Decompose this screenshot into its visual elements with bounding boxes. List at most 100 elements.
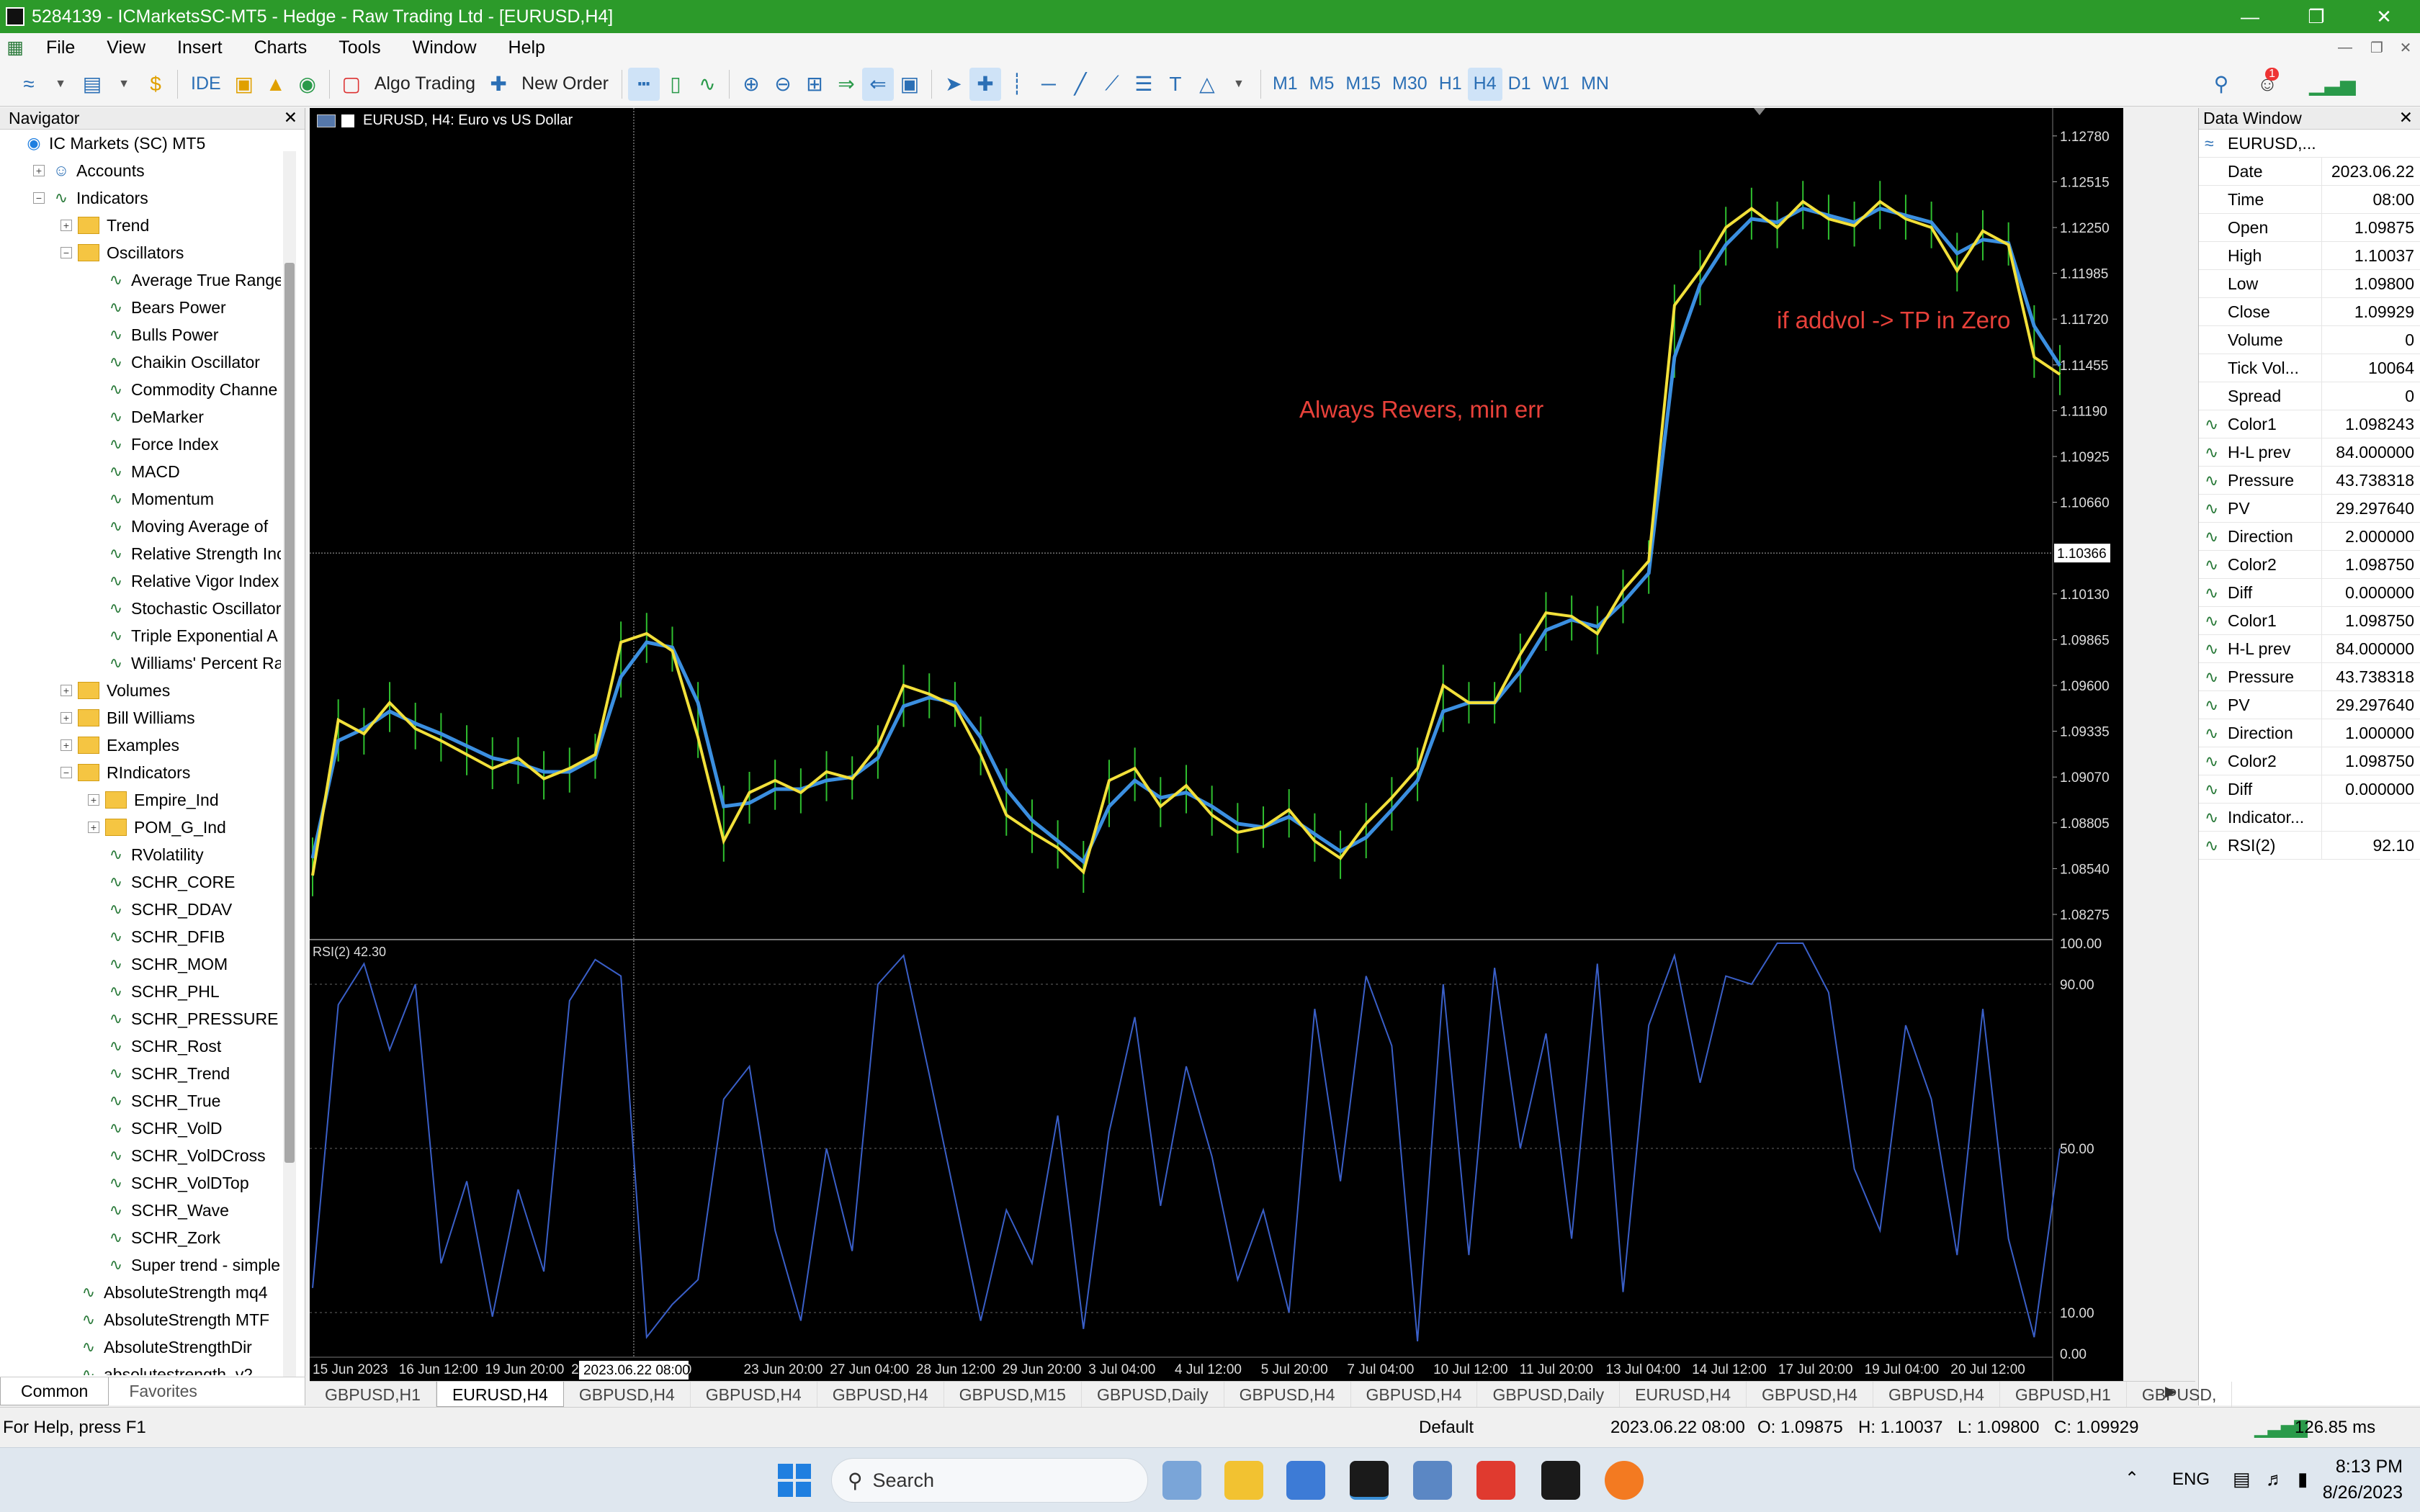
navigator-item[interactable]: ∿ Chaikin Oscillator xyxy=(0,348,281,376)
expand-icon[interactable]: + xyxy=(60,685,72,696)
file-explorer-icon[interactable] xyxy=(1224,1461,1263,1500)
navigator-item[interactable]: − ∿ Indicators xyxy=(0,184,281,212)
screenshot-icon[interactable]: ▣ xyxy=(900,73,920,95)
navigator-item[interactable]: ∿ SCHR_VolD xyxy=(0,1115,281,1142)
zoom-in-icon[interactable]: ⊕ xyxy=(743,73,760,95)
chart-tab[interactable]: GBPUSD,Daily xyxy=(1082,1382,1224,1407)
chart-window[interactable]: 1.12780 1.12515 1.12250 1.11985 1.11720 1.114… xyxy=(310,108,2123,1381)
chart-tab[interactable]: GBPUSD,H4 xyxy=(1747,1382,1873,1407)
navigator-item[interactable]: ∿ SCHR_Trend xyxy=(0,1060,281,1087)
navigator-item[interactable]: ∿ SCHR_True xyxy=(0,1087,281,1115)
navigator-item[interactable]: ∿ Bulls Power xyxy=(0,321,281,348)
text-icon[interactable]: T xyxy=(1169,72,1182,95)
menu-view[interactable]: View xyxy=(107,37,146,58)
navigator-item[interactable]: ∿ AbsoluteStrength mq4 xyxy=(0,1279,281,1306)
close-icon[interactable]: ✕ xyxy=(283,108,297,127)
navigator-item[interactable]: ∿ SCHR_Zork xyxy=(0,1224,281,1251)
crosshair-icon[interactable]: ✚ xyxy=(969,67,1001,101)
close-button[interactable]: ✕ xyxy=(2376,5,2392,27)
annotation-text[interactable]: if addvol -> TP in Zero xyxy=(1777,307,2011,333)
navigator-item[interactable]: ∿ SCHR_Wave xyxy=(0,1197,281,1224)
collapse-icon[interactable]: − xyxy=(33,192,45,204)
navigator-item[interactable]: ∿ Momentum xyxy=(0,485,281,513)
algo-trading-icon[interactable]: ▢ xyxy=(341,73,361,95)
timeframe-m1[interactable]: M1 xyxy=(1272,73,1298,94)
market-icon[interactable]: $ xyxy=(150,72,161,95)
ide-button[interactable]: IDE xyxy=(191,73,221,94)
navigator-item[interactable]: + POM_G_Ind xyxy=(0,814,281,841)
navigator-item[interactable]: ∿ SCHR_PHL xyxy=(0,978,281,1005)
expand-icon[interactable]: + xyxy=(33,165,45,176)
dropdown-icon[interactable]: ▼ xyxy=(118,77,130,90)
child-close-button[interactable]: ✕ xyxy=(2399,40,2412,56)
algo-trading-button[interactable]: Algo Trading xyxy=(374,73,476,94)
battery-icon[interactable]: ▮ xyxy=(2298,1468,2308,1490)
navigator-item[interactable]: ∿ SCHR_CORE xyxy=(0,868,281,896)
navigator-item[interactable]: ∿ AbsoluteStrength MTF xyxy=(0,1306,281,1333)
chart-tab[interactable]: GBPUSD,H4 xyxy=(1351,1382,1478,1407)
search-icon[interactable]: ⚲ xyxy=(2213,73,2229,95)
vertical-line-icon[interactable]: ┊ xyxy=(1010,73,1023,95)
timeframe-m15[interactable]: M15 xyxy=(1345,73,1381,94)
zoom-out-icon[interactable]: ⊖ xyxy=(774,73,792,95)
expand-icon[interactable]: + xyxy=(88,822,99,833)
chart-tab[interactable]: GBPUSD,Daily xyxy=(1477,1382,1621,1407)
navigator-item[interactable]: ∿ SCHR_PRESSURE xyxy=(0,1005,281,1032)
status-ping[interactable]: 126.85 ms xyxy=(2295,1418,2376,1437)
chart-tab[interactable]: GBPUSD,H4 xyxy=(564,1382,691,1407)
new-order-button[interactable]: New Order xyxy=(521,73,609,94)
navigator-item[interactable]: − Oscillators xyxy=(0,239,281,266)
navigator-item[interactable]: ∿ RVolatility xyxy=(0,841,281,868)
status-profile[interactable]: Default xyxy=(1419,1418,1474,1437)
maximize-button[interactable]: ❐ xyxy=(2308,5,2325,27)
navigator-item[interactable]: ∿ MACD xyxy=(0,458,281,485)
dropdown-icon[interactable]: ▼ xyxy=(55,77,66,90)
navigator-item[interactable]: ∿ Bears Power xyxy=(0,294,281,321)
navigator-item[interactable]: ∿ SCHR_DFIB xyxy=(0,923,281,950)
child-minimize-button[interactable]: — xyxy=(2338,39,2352,55)
child-restore-button[interactable]: ❐ xyxy=(2370,40,2383,56)
bar-chart-icon[interactable]: ┅ xyxy=(627,67,660,101)
navigator-item[interactable]: ∿ Relative Vigor Index xyxy=(0,567,281,595)
timeframe-m30[interactable]: M30 xyxy=(1392,73,1428,94)
ig-app-icon[interactable] xyxy=(1476,1461,1515,1500)
menu-file[interactable]: File xyxy=(46,37,76,58)
line-chart-icon[interactable]: ∿ xyxy=(699,73,716,95)
timeframe-mn[interactable]: MN xyxy=(1581,73,1609,94)
close-icon[interactable]: ✕ xyxy=(2398,108,2413,127)
icmarkets-mt4-icon[interactable] xyxy=(1541,1461,1580,1500)
chart-tab[interactable]: GBPUSD, xyxy=(2127,1382,2233,1407)
chevron-up-icon[interactable]: ⌃ xyxy=(2125,1469,2140,1488)
chart-tab[interactable]: GBPUSD,H4 xyxy=(691,1382,817,1407)
navigator-item[interactable]: ∿ Triple Exponential A xyxy=(0,622,281,649)
navigator-item[interactable]: ∿ Williams' Percent Ra xyxy=(0,649,281,677)
web-icon[interactable]: ◉ xyxy=(298,73,316,95)
navigator-item[interactable]: ∿ Super trend - simple xyxy=(0,1251,281,1279)
fibonacci-icon[interactable]: ☰ xyxy=(1134,73,1153,95)
start-button[interactable] xyxy=(778,1464,811,1497)
chart-tab[interactable]: GBPUSD,M15 xyxy=(944,1382,1082,1407)
navigator-scroll-thumb[interactable] xyxy=(284,263,295,1163)
timeframe-h1[interactable]: H1 xyxy=(1438,73,1462,94)
expand-icon[interactable]: + xyxy=(60,712,72,724)
timeframe-d1[interactable]: D1 xyxy=(1507,73,1531,94)
navigator-item[interactable]: + ☺ Accounts xyxy=(0,157,281,184)
navigator-item[interactable]: + Trend xyxy=(0,212,281,239)
shapes-icon[interactable]: △ xyxy=(1199,73,1215,95)
chart-shift-icon[interactable]: ⇐ xyxy=(861,67,894,101)
navigator-item[interactable]: ∿ Moving Average of xyxy=(0,513,281,540)
menu-tools[interactable]: Tools xyxy=(339,37,381,58)
menu-help[interactable]: Help xyxy=(508,37,545,58)
vps-icon[interactable]: ▣ xyxy=(234,73,254,95)
chart-tab[interactable]: GBPUSD,H4 xyxy=(1224,1382,1351,1407)
taskbar-search[interactable]: ⚲ Search xyxy=(831,1458,1148,1503)
chart-tab[interactable]: GBPUSD,H4 xyxy=(817,1382,944,1407)
navigator-item[interactable]: ∿ SCHR_Rost xyxy=(0,1032,281,1060)
taskbar-app-icon[interactable] xyxy=(1162,1461,1201,1500)
volume-icon[interactable]: ♬ xyxy=(2266,1468,2285,1490)
new-order-icon[interactable]: ✚ xyxy=(490,73,507,95)
timeframe-w1[interactable]: W1 xyxy=(1542,73,1570,94)
auto-scroll-icon[interactable]: ⇒ xyxy=(838,73,855,95)
navigator-item[interactable]: ∿ absolutestrength_v2 xyxy=(0,1361,281,1376)
expand-icon[interactable]: + xyxy=(60,739,72,751)
